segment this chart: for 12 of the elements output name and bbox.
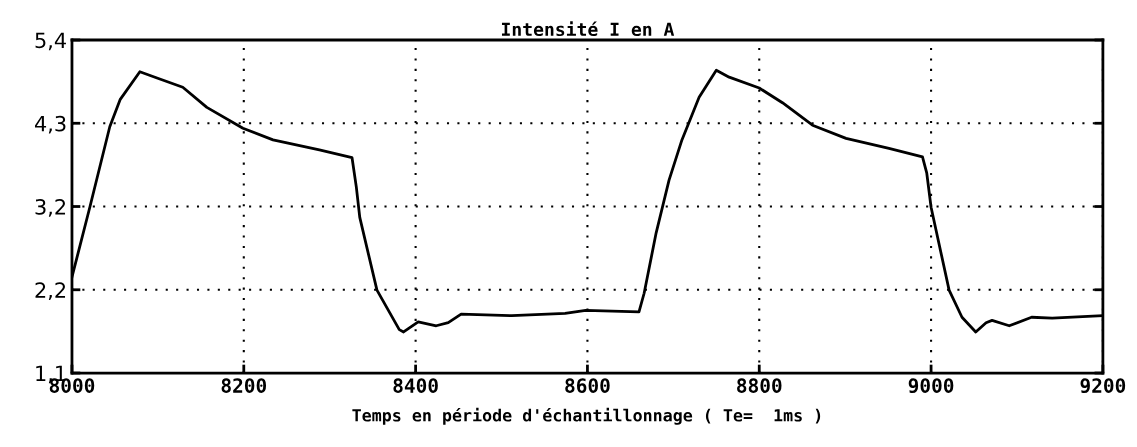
chart-title: Intensité I en A	[501, 21, 675, 37]
x-axis-title: Temps en période d'échantillonnage ( Te= 1ms )	[352, 407, 821, 425]
y-tick-label: 3,2	[35, 198, 66, 217]
x-tick-label: 8400	[393, 378, 438, 393]
y-tick-label: 2,2	[35, 282, 66, 301]
x-tick-label: 9000	[908, 378, 954, 394]
x-tick-label: 8200	[221, 378, 267, 393]
y-tick-label: 4,3	[35, 115, 66, 134]
x-tick-label: 8600	[565, 378, 610, 393]
y-tick-label: 5,4	[35, 32, 66, 51]
x-tick-label: 8800	[737, 378, 782, 393]
x-tick-label: 9200	[1080, 378, 1126, 394]
